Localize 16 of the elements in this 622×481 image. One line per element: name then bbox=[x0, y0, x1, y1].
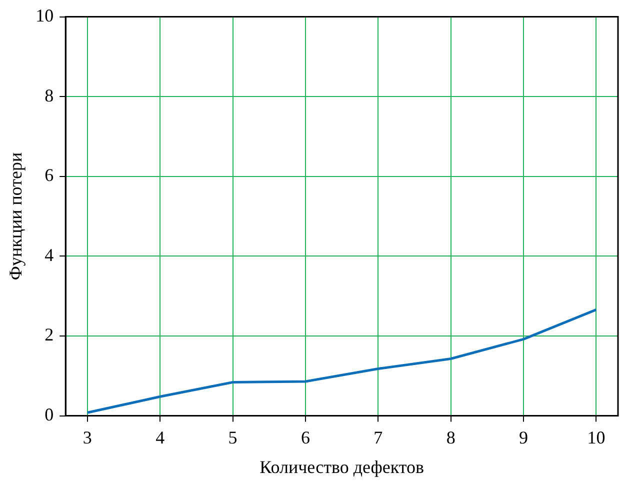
x-tick-label: 9 bbox=[519, 427, 528, 448]
x-tick-label: 4 bbox=[156, 427, 165, 448]
x-axis-title: Количество дефектов bbox=[260, 456, 424, 477]
x-tick-label: 6 bbox=[300, 427, 310, 448]
x-tick-label: 8 bbox=[446, 427, 456, 448]
y-axis-title: Функции потери bbox=[6, 152, 26, 280]
y-tick-label: 2 bbox=[44, 324, 54, 345]
y-tick-label: 10 bbox=[36, 6, 54, 26]
x-tick-label: 3 bbox=[82, 427, 92, 448]
x-tick-label: 10 bbox=[587, 427, 606, 448]
y-tick-label: 0 bbox=[44, 404, 54, 425]
x-tick-label: 7 bbox=[374, 427, 383, 448]
x-tick-label: 5 bbox=[228, 427, 238, 448]
y-tick-label: 8 bbox=[44, 85, 54, 106]
y-tick-label: 6 bbox=[44, 165, 54, 186]
y-tick-label: 4 bbox=[44, 244, 54, 265]
